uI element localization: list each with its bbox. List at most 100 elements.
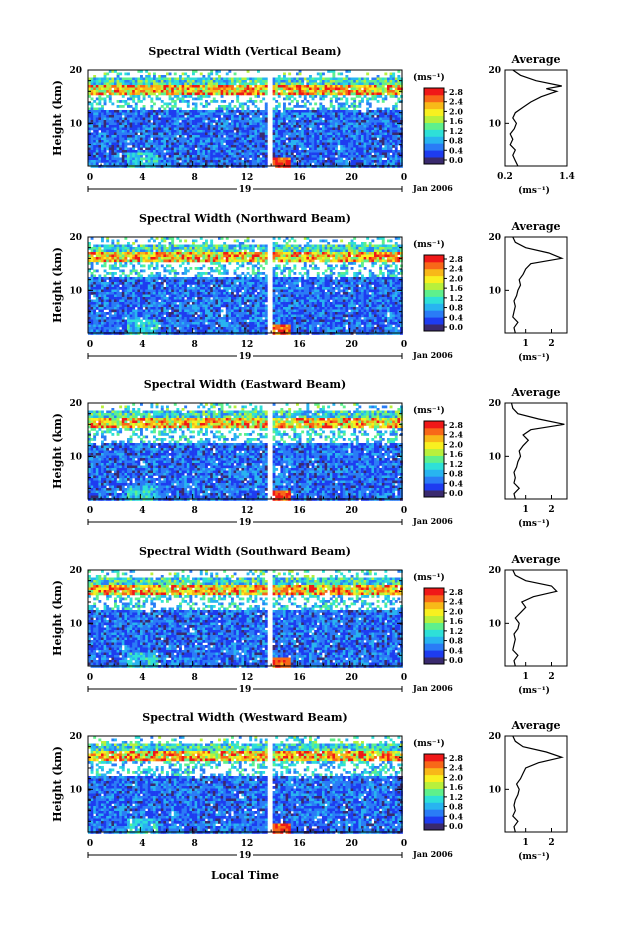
- colorbar-tick: 2.4: [449, 97, 463, 107]
- x-tick-label: 12: [241, 173, 254, 183]
- colorbar-tick: 2.8: [449, 420, 463, 430]
- panel-title: Spectral Width (Eastward Beam): [144, 378, 346, 391]
- colorbar-tick: 0.4: [449, 478, 463, 488]
- x-tick-label: 0: [87, 340, 93, 350]
- panel-title: Spectral Width (Vertical Beam): [148, 45, 341, 58]
- colorbar-tick: 0.8: [449, 303, 463, 313]
- heatmap-cells: [88, 570, 403, 668]
- colorbar-tick: 1.6: [449, 283, 463, 293]
- avg-x-tick: 1: [523, 505, 529, 515]
- colorbar-tick: 0.4: [449, 645, 463, 655]
- colorbar-tick: 0.0: [449, 322, 463, 332]
- avg-y-tick: 10: [488, 286, 501, 296]
- avg-x-tick: 1: [523, 339, 529, 349]
- x-tick-label: 4: [139, 340, 145, 350]
- colorbar-unit: (ms⁻¹): [413, 572, 445, 583]
- colorbar-tick: 1.6: [449, 616, 463, 626]
- colorbar-unit: (ms⁻¹): [413, 405, 445, 416]
- colorbar-tick: 1.2: [449, 626, 463, 636]
- colorbar-tick: 0.4: [449, 811, 463, 821]
- avg-x-tick: 2: [548, 672, 554, 682]
- average-title: Average: [510, 220, 560, 233]
- y-tick-label: 10: [69, 452, 82, 462]
- date-label: Jan 2006: [412, 683, 453, 693]
- x-tick-label: 12: [241, 673, 254, 683]
- colorbar-unit: (ms⁻¹): [413, 239, 445, 250]
- colorbar-tick: 2.8: [449, 753, 463, 763]
- x-tick-label: 12: [241, 839, 254, 849]
- colorbar-tick: 0.8: [449, 636, 463, 646]
- avg-unit: (ms⁻¹): [518, 685, 550, 696]
- avg-y-tick: 20: [488, 732, 501, 742]
- y-axis-label: Height (km): [51, 413, 64, 489]
- heatmap-cells: [88, 403, 403, 501]
- x-tick-label: 20: [345, 673, 358, 683]
- colorbar-unit: (ms⁻¹): [413, 72, 445, 83]
- y-tick-label: 20: [69, 66, 82, 76]
- average-title: Average: [510, 53, 560, 66]
- y-axis-label: Height (km): [51, 247, 64, 323]
- avg-y-tick: 10: [488, 619, 501, 629]
- colorbar: 0.00.40.81.21.62.02.42.8: [423, 753, 463, 831]
- average-profile-line: [512, 735, 564, 833]
- average-profile-line: [512, 236, 564, 334]
- colorbar: 0.00.40.81.21.62.02.42.8: [423, 420, 463, 498]
- x-tick-label: 16: [293, 839, 306, 849]
- colorbar-tick: 2.0: [449, 606, 463, 616]
- y-tick-label: 10: [69, 785, 82, 795]
- x-tick-label: 20: [345, 506, 358, 516]
- avg-y-tick: 10: [488, 119, 501, 129]
- colorbar-tick: 2.0: [449, 772, 463, 782]
- x-tick-label: 4: [139, 506, 145, 516]
- average-panel: Average 20 10 1 2 (ms⁻¹): [488, 553, 568, 696]
- x-tick-label: 20: [345, 173, 358, 183]
- avg-y-tick: 20: [488, 66, 501, 76]
- colorbar-tick: 0.4: [449, 312, 463, 322]
- x-tick-label: 0: [401, 340, 407, 350]
- x-tick-label: 8: [192, 673, 198, 683]
- x-tick-label: 0: [401, 839, 407, 849]
- y-axis-label: Height (km): [51, 80, 64, 156]
- colorbar-tick: 2.0: [449, 439, 463, 449]
- colorbar-tick: 1.6: [449, 782, 463, 792]
- colorbar-tick: 2.8: [449, 87, 463, 97]
- x-tick-label: 0: [87, 673, 93, 683]
- avg-unit: (ms⁻¹): [518, 352, 550, 363]
- date-label: Jan 2006: [412, 183, 453, 193]
- colorbar: 0.00.40.81.21.62.02.42.8: [423, 254, 463, 332]
- colorbar-tick: 1.2: [449, 459, 463, 469]
- x-tick-label: 20: [345, 839, 358, 849]
- x-tick-label: 12: [241, 340, 254, 350]
- colorbar-tick: 0.4: [449, 145, 463, 155]
- x-tick-label: 8: [192, 173, 198, 183]
- y-tick-label: 10: [69, 286, 82, 296]
- colorbar-tick: 1.2: [449, 126, 463, 136]
- date-label: Jan 2006: [412, 516, 453, 526]
- average-title: Average: [510, 386, 560, 399]
- day-label: 19: [239, 685, 252, 695]
- colorbar-tick: 1.2: [449, 293, 463, 303]
- date-label: Jan 2006: [412, 350, 453, 360]
- colorbar-tick: 2.4: [449, 264, 463, 274]
- x-axis-label: Local Time: [211, 869, 279, 882]
- x-tick-label: 8: [192, 839, 198, 849]
- y-tick-label: 20: [69, 732, 82, 742]
- x-tick-label: 8: [192, 340, 198, 350]
- colorbar-tick: 1.6: [449, 116, 463, 126]
- x-tick-label: 0: [401, 506, 407, 516]
- colorbar-tick: 0.0: [449, 155, 463, 165]
- average-panel: Average 20 10 1 2 (ms⁻¹): [488, 386, 568, 529]
- avg-x-tick: 0.2: [497, 172, 513, 182]
- date-label: Jan 2006: [412, 849, 453, 859]
- colorbar-tick: 1.2: [449, 792, 463, 802]
- avg-x-tick: 2: [548, 838, 554, 848]
- avg-x-tick: 2: [548, 339, 554, 349]
- panel-title: Spectral Width (Southward Beam): [139, 545, 351, 558]
- x-tick-label: 0: [87, 173, 93, 183]
- x-tick-label: 12: [241, 506, 254, 516]
- panel-title: Spectral Width (Northward Beam): [139, 212, 351, 225]
- average-panel: Average 20 10 0.2 1.4 (ms⁻¹): [488, 53, 574, 196]
- colorbar-tick: 0.8: [449, 136, 463, 146]
- average-profile-line: [512, 569, 558, 667]
